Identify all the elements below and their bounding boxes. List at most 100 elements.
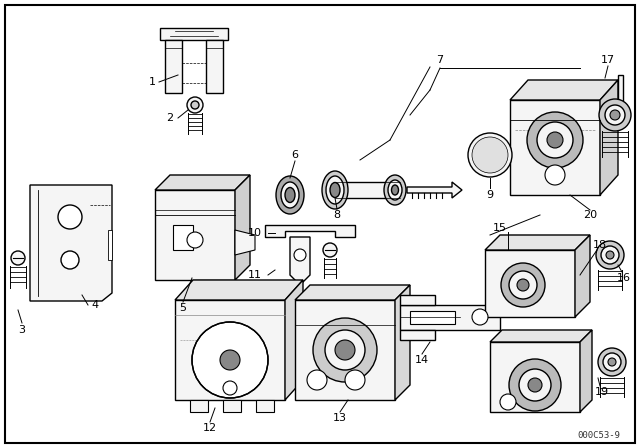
Polygon shape <box>400 305 500 330</box>
Text: 10: 10 <box>248 228 262 238</box>
Text: 13: 13 <box>333 413 347 423</box>
Circle shape <box>596 241 624 269</box>
Polygon shape <box>407 182 462 198</box>
Text: 16: 16 <box>617 273 631 283</box>
Text: 14: 14 <box>415 355 429 365</box>
Bar <box>256 400 274 412</box>
Circle shape <box>606 251 614 259</box>
Text: 20: 20 <box>583 210 597 220</box>
Circle shape <box>599 99 631 131</box>
Polygon shape <box>510 100 600 195</box>
Circle shape <box>517 279 529 291</box>
Polygon shape <box>295 300 395 400</box>
Polygon shape <box>485 235 590 250</box>
Text: 000C53-9: 000C53-9 <box>577 431 620 440</box>
Circle shape <box>500 394 516 410</box>
Text: 5: 5 <box>179 303 186 313</box>
Ellipse shape <box>384 175 406 205</box>
Ellipse shape <box>322 171 348 209</box>
Polygon shape <box>155 175 250 190</box>
Polygon shape <box>400 330 435 340</box>
Circle shape <box>345 370 365 390</box>
Circle shape <box>323 243 337 257</box>
Wedge shape <box>230 322 268 398</box>
Polygon shape <box>290 237 310 285</box>
Polygon shape <box>155 190 235 280</box>
Polygon shape <box>600 80 618 195</box>
Polygon shape <box>160 28 228 40</box>
Polygon shape <box>295 285 410 300</box>
Circle shape <box>472 137 508 173</box>
Ellipse shape <box>281 182 299 208</box>
Polygon shape <box>410 311 455 324</box>
Polygon shape <box>510 80 618 100</box>
Text: 15: 15 <box>493 223 507 233</box>
Circle shape <box>545 165 565 185</box>
Bar <box>333 182 398 198</box>
Polygon shape <box>618 75 623 115</box>
Ellipse shape <box>388 180 402 200</box>
Circle shape <box>608 358 616 366</box>
Polygon shape <box>285 280 303 400</box>
Circle shape <box>187 97 203 113</box>
Polygon shape <box>490 330 592 342</box>
Polygon shape <box>206 40 223 93</box>
Ellipse shape <box>285 188 295 202</box>
Polygon shape <box>400 295 435 305</box>
Circle shape <box>294 249 306 261</box>
Circle shape <box>61 251 79 269</box>
Text: 1: 1 <box>148 77 156 87</box>
Bar <box>108 230 112 260</box>
Polygon shape <box>490 342 580 412</box>
Circle shape <box>603 353 621 371</box>
Ellipse shape <box>330 182 340 198</box>
Text: 7: 7 <box>436 55 444 65</box>
Circle shape <box>509 359 561 411</box>
Circle shape <box>509 271 537 299</box>
Bar <box>223 400 241 412</box>
Circle shape <box>610 110 620 120</box>
Polygon shape <box>485 250 575 317</box>
Circle shape <box>307 370 327 390</box>
Polygon shape <box>165 40 182 93</box>
Circle shape <box>472 309 488 325</box>
Polygon shape <box>265 225 355 237</box>
Bar <box>190 400 208 412</box>
Circle shape <box>191 101 199 109</box>
Circle shape <box>220 350 240 370</box>
Circle shape <box>325 330 365 370</box>
Circle shape <box>501 263 545 307</box>
Polygon shape <box>30 185 112 301</box>
Ellipse shape <box>276 176 304 214</box>
Text: 8: 8 <box>333 210 340 220</box>
Circle shape <box>468 133 512 177</box>
Circle shape <box>335 340 355 360</box>
Text: 2: 2 <box>166 113 173 123</box>
Polygon shape <box>235 230 255 255</box>
Circle shape <box>223 381 237 395</box>
Polygon shape <box>175 280 303 300</box>
Circle shape <box>476 141 504 169</box>
Ellipse shape <box>326 176 344 204</box>
Text: 3: 3 <box>19 325 26 335</box>
Text: 9: 9 <box>486 190 493 200</box>
Text: 6: 6 <box>291 150 298 160</box>
Text: 11: 11 <box>248 270 262 280</box>
Circle shape <box>58 205 82 229</box>
Circle shape <box>192 322 268 398</box>
Circle shape <box>528 378 542 392</box>
Circle shape <box>605 105 625 125</box>
Ellipse shape <box>392 185 399 195</box>
Text: 18: 18 <box>593 240 607 250</box>
Circle shape <box>187 232 203 248</box>
Circle shape <box>519 369 551 401</box>
Circle shape <box>527 112 583 168</box>
Circle shape <box>547 132 563 148</box>
Polygon shape <box>580 330 592 412</box>
Polygon shape <box>175 300 285 400</box>
Circle shape <box>601 246 619 264</box>
Text: 19: 19 <box>595 387 609 397</box>
Polygon shape <box>235 175 250 280</box>
Polygon shape <box>575 235 590 317</box>
Bar <box>173 225 193 250</box>
